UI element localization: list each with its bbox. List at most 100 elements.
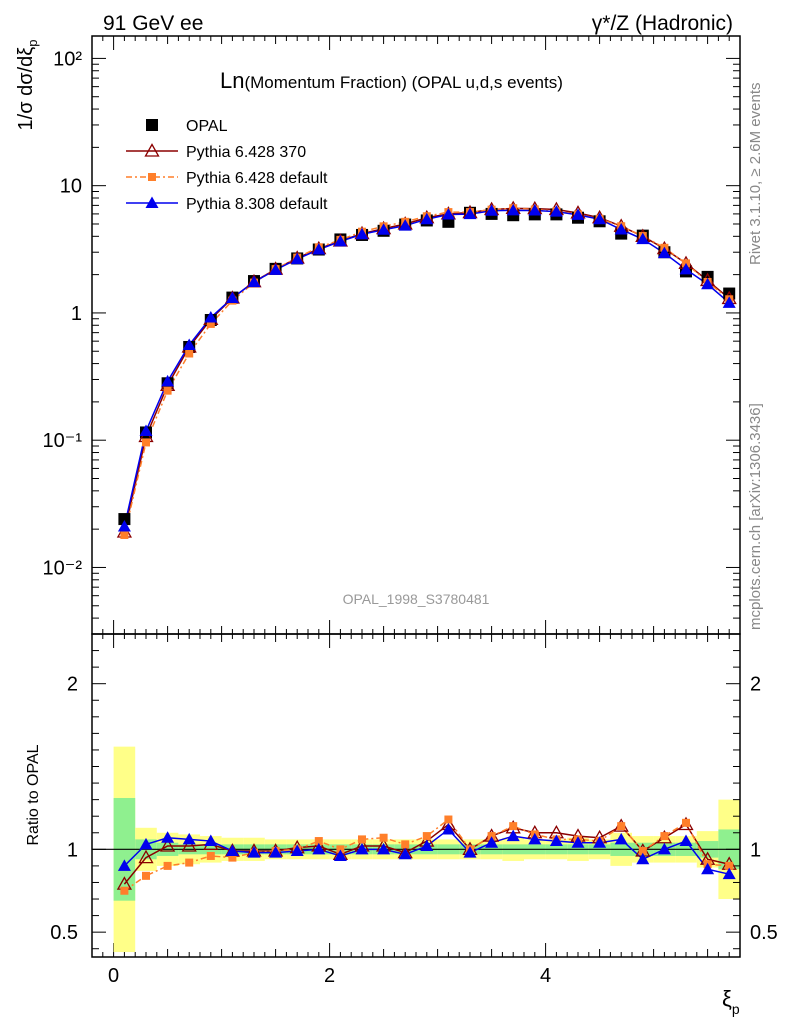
ratio-data-point <box>163 861 172 870</box>
main-series-line <box>123 207 730 536</box>
ratio-data-point <box>463 846 477 858</box>
main-data-point <box>206 319 215 328</box>
ratio-y-tick-label: 1 <box>67 839 78 861</box>
ratio-data-point <box>398 847 412 860</box>
ratio-data-point <box>269 846 283 858</box>
ratio-data-point <box>228 853 237 862</box>
main-data-point <box>118 513 131 526</box>
main-data-point <box>679 262 693 275</box>
main-data-point <box>614 223 628 235</box>
main-data-point <box>549 205 563 217</box>
ratio-data-point <box>528 832 542 845</box>
main-data-point <box>722 296 736 308</box>
ratio-data-point <box>509 822 518 831</box>
ratio-series-line <box>123 818 730 892</box>
ratio-data-point <box>701 862 715 875</box>
ratio-data-point <box>660 832 669 841</box>
rivet-label: Rivet 3.1.10, ≥ 2.6M events <box>747 83 764 266</box>
main-data-point <box>269 263 283 275</box>
ratio-data-point <box>571 836 585 848</box>
y-tick-label: 10² <box>53 48 82 70</box>
legend-label: OPAL <box>186 118 228 135</box>
ratio-data-point <box>204 834 218 847</box>
analysis-label: OPAL_1998_S3780481 <box>343 591 490 607</box>
ratio-data-point <box>139 837 153 850</box>
ratio-data-point <box>120 886 129 895</box>
ratio-data-point <box>679 834 693 847</box>
ratio-data-point <box>422 832 431 841</box>
ratio-data-point <box>506 829 520 842</box>
ratio-data-point <box>614 832 628 845</box>
ratio-data-point <box>617 822 626 831</box>
ratio-plot-frame <box>91 633 741 958</box>
ratio-data-point <box>312 842 326 855</box>
main-data-point <box>139 424 153 437</box>
ratio-ylabel: Ratio to OPAL <box>25 744 42 845</box>
ratio-data-point <box>290 844 304 856</box>
main-data-point <box>398 219 412 231</box>
ratio-data-point <box>722 867 736 880</box>
main-data-point <box>355 227 369 240</box>
ratio-data-point <box>182 832 196 845</box>
ratio-data-point <box>487 832 496 841</box>
ratio-data-point <box>358 835 366 844</box>
main-data-point <box>377 223 391 235</box>
ratio-data-point <box>379 833 388 842</box>
main-data-point <box>420 212 434 225</box>
x-tick-label: 0 <box>108 965 119 987</box>
ratio-y-tick-label: 0.5 <box>50 922 78 944</box>
legend-label: Pythia 6.428 370 <box>186 144 306 161</box>
y-tick-label: 10 <box>60 176 82 198</box>
main-data-point <box>247 275 261 288</box>
legend-marker <box>148 173 156 181</box>
main-data-point <box>120 530 129 539</box>
y-tick-label: 10⁻² <box>43 557 83 579</box>
main-data-point <box>485 204 499 216</box>
ratio-data-point <box>549 834 563 847</box>
ratio-y-tick-label-right: 0.5 <box>750 922 778 944</box>
ratio-y-tick-label: 2 <box>67 674 78 696</box>
header-left: 91 GeV ee <box>103 12 203 35</box>
y-tick-label: 1 <box>71 303 82 325</box>
legend-label: Pythia 6.428 default <box>186 170 328 187</box>
main-data-point <box>441 208 455 220</box>
ratio-data-point <box>225 844 239 856</box>
x-tick-label: 2 <box>324 965 335 987</box>
legend-marker <box>146 119 158 131</box>
ratio-data-point <box>420 839 434 852</box>
y-tick-label: 10⁻¹ <box>43 430 83 452</box>
legend-marker <box>144 143 160 157</box>
ratio-data-point <box>636 852 650 865</box>
ratio-data-point <box>657 842 671 855</box>
ratio-data-point <box>441 822 455 835</box>
ratio-data-point <box>638 846 647 855</box>
main-data-point <box>528 204 542 216</box>
ratio-data-point <box>117 859 131 871</box>
main-data-point <box>117 519 131 532</box>
main-data-point <box>185 349 194 358</box>
ratio-data-point <box>725 861 734 870</box>
mcplots-label: mcplots.cern.ch [arXiv:1306.3436] <box>747 403 764 630</box>
ratio-data-point <box>593 836 607 848</box>
ratio-data-point <box>161 831 175 843</box>
ratio-data-point <box>138 849 154 864</box>
main-data-point <box>636 232 650 245</box>
main-data-point <box>290 252 304 265</box>
ratio-data-point <box>444 815 453 824</box>
legend-label: Pythia 8.308 default <box>186 196 328 213</box>
ratio-data-point <box>314 837 323 846</box>
main-ylabel: 1/σ dσ/dξp <box>15 40 40 131</box>
ratio-xlabel: ξp <box>722 986 740 1017</box>
ratio-data-point <box>485 836 499 848</box>
ratio-data-point <box>142 871 150 880</box>
main-data-point <box>506 203 520 216</box>
main-series-line <box>123 207 730 533</box>
main-data-point <box>182 338 196 350</box>
main-data-point <box>333 234 347 247</box>
ratio-data-point <box>355 842 369 855</box>
main-data-point <box>163 386 172 395</box>
ratio-data-point <box>336 845 345 854</box>
main-data-point <box>571 208 585 220</box>
ratio-data-point <box>206 851 215 860</box>
